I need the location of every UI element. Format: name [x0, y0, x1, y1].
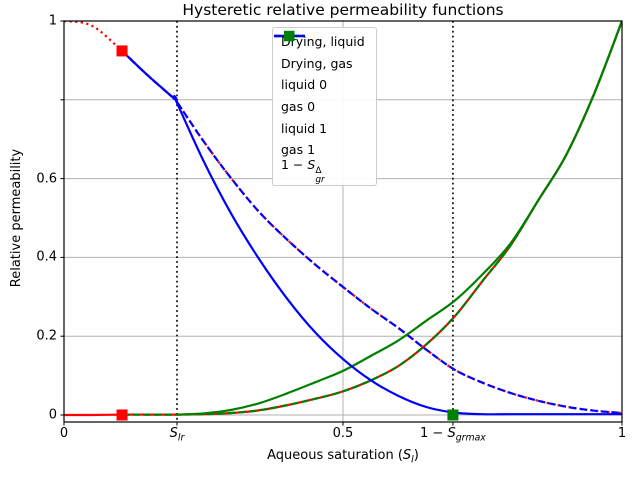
x-tick-label-slr: Slr: [169, 426, 185, 444]
x-axis-label: Aqueous saturation (Sl): [267, 448, 419, 466]
y-tick-label-0-6: 0.6: [36, 171, 57, 187]
legend-item-label: gas 0: [281, 99, 316, 115]
legend-item-label: Drying, liquid: [281, 34, 365, 50]
y-axis-label: Relative permeability: [9, 148, 24, 288]
y-tick-label-0-4: 0.4: [36, 249, 57, 265]
y-tick-label-0-2: 0.2: [36, 328, 57, 344]
x-tick-label-1-sgrmax: 1 − Sgrmax: [420, 426, 486, 444]
marker-turning-point-gas: [116, 45, 128, 57]
legend-item-label: Drying, gas: [281, 55, 353, 71]
curves: [64, 21, 622, 417]
x-tick-label-0: 0: [59, 426, 69, 441]
curve-gas-1: [121, 50, 622, 416]
marker-turning-point-liquid: [116, 409, 128, 421]
legend-item-label: liquid 0: [281, 77, 328, 93]
curve-liquid-1: [175, 21, 622, 416]
legend-item-gas-0: gas 0: [274, 34, 365, 118]
legend-item-liquid-1: liquid 1: [274, 34, 365, 139]
curve-gas-0: [121, 50, 622, 415]
legend-item-label: liquid 1: [281, 120, 328, 136]
legend-item-liquid-0: liquid 0: [274, 34, 365, 96]
x-tick-label-0-5: 0.5: [332, 426, 354, 441]
y-tick-label-0: 0: [48, 407, 57, 423]
chart-title: Hysteretic relative permeability functio…: [182, 1, 504, 19]
legend: Drying, liquid Drying, gas liquid 0 gas 0 li…: [272, 27, 377, 187]
square-marker-icon: [284, 30, 295, 42]
x-tick-label-1: 1: [617, 426, 627, 441]
legend-item-label: gas 1: [281, 142, 316, 158]
y-tick-label-1: 1: [48, 13, 57, 29]
marker-1-minus-sgr-delta: [447, 409, 459, 421]
legend-item-drying-gas: Drying, gas: [274, 34, 365, 75]
